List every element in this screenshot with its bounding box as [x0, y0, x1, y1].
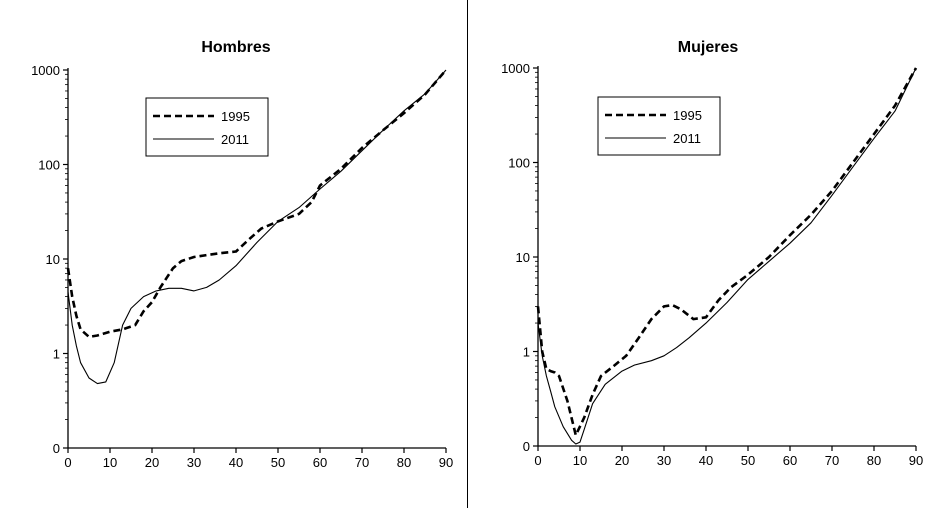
chart-title-hombres: Hombres — [201, 39, 270, 56]
y-tick-label-mujeres: 10 — [516, 250, 530, 265]
x-tick-label-mujeres: 10 — [573, 453, 587, 468]
legend-label-2011-mujeres: 2011 — [673, 131, 701, 146]
x-tick-label-hombres: 50 — [271, 455, 285, 470]
chart-hombres: Hombres 0 1 10 100 1000 0 10 20 30 40 50 60 70 80 90 199… — [31, 39, 453, 470]
x-tick-label-mujeres: 60 — [783, 453, 797, 468]
chart-panel-hombres: Hombres 0 1 10 100 1000 0 10 20 30 40 50 60 70 80 90 199… — [0, 0, 467, 508]
y-tick-label-hombres: 1000 — [31, 63, 60, 78]
y-tick-label-mujeres: 0 — [523, 439, 530, 454]
x-tick-label-hombres: 90 — [439, 455, 453, 470]
y-tick-label-hombres: 0 — [53, 441, 60, 456]
x-tick-label-hombres: 0 — [64, 455, 71, 470]
legend-box-hombres — [145, 97, 269, 157]
series-line-1995-hombres — [66, 69, 447, 339]
legend-mujeres: 1995 2011 — [597, 96, 721, 156]
chart-mujeres: Mujeres 0 1 10 100 1000 0 10 20 30 40 50 60 70 80 90 199… — [501, 39, 923, 468]
legend-label-2011-hombres: 2011 — [221, 132, 249, 147]
y-tick-label-mujeres: 1000 — [501, 61, 530, 76]
legend-hombres: 1995 2011 — [145, 97, 269, 157]
x-tick-label-mujeres: 20 — [615, 453, 629, 468]
series-line-1995-mujeres — [536, 67, 918, 437]
legend-label-1995-mujeres: 1995 — [673, 108, 702, 123]
x-tick-label-mujeres: 50 — [741, 453, 755, 468]
y-tick-label-hombres: 10 — [46, 252, 60, 267]
x-tick-label-hombres: 30 — [187, 455, 201, 470]
x-tick-label-hombres: 60 — [313, 455, 327, 470]
legend-label-1995-hombres: 1995 — [221, 109, 250, 124]
x-tick-label-mujeres: 40 — [699, 453, 713, 468]
y-tick-label-mujeres: 1 — [523, 345, 530, 360]
x-tick-label-hombres: 80 — [397, 455, 411, 470]
x-tick-label-mujeres: 70 — [825, 453, 839, 468]
y-tick-label-hombres: 1 — [53, 347, 60, 362]
panel-divider — [467, 0, 468, 508]
series-line-2011-mujeres — [537, 67, 917, 445]
series-line-2011-hombres — [67, 69, 447, 385]
x-tick-label-mujeres: 90 — [909, 453, 923, 468]
x-tick-label-hombres: 20 — [145, 455, 159, 470]
x-tick-label-mujeres: 80 — [867, 453, 881, 468]
x-tick-label-hombres: 40 — [229, 455, 243, 470]
chart-title-mujeres: Mujeres — [678, 39, 739, 56]
chart-panel-mujeres: Mujeres 0 1 10 100 1000 0 10 20 30 40 50 60 70 80 90 199… — [468, 0, 943, 508]
y-tick-label-mujeres: 100 — [508, 156, 530, 171]
legend-box-mujeres — [597, 96, 721, 156]
x-tick-label-mujeres: 30 — [657, 453, 671, 468]
x-tick-label-hombres: 70 — [355, 455, 369, 470]
x-tick-label-hombres: 10 — [103, 455, 117, 470]
y-tick-label-hombres: 100 — [38, 158, 60, 173]
x-tick-label-mujeres: 0 — [534, 453, 541, 468]
